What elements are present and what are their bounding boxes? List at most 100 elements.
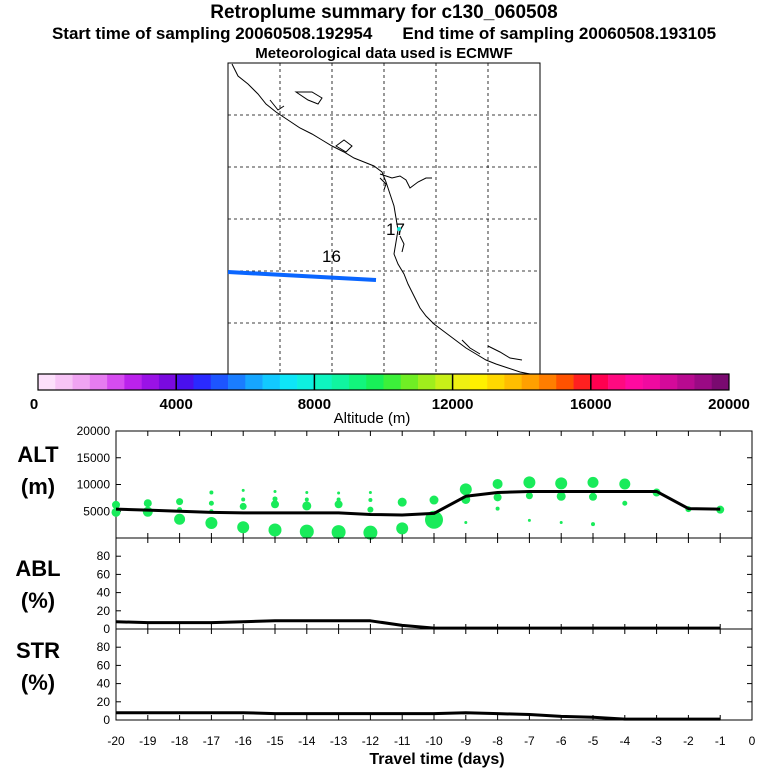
x-tick-label: -3 [651,734,662,748]
x-tick-label: -13 [330,734,348,748]
x-tick-label: -10 [425,734,443,748]
altitude-scatter-point [555,477,568,490]
altitude-scatter-point [556,491,566,501]
altitude-scatter-point [429,495,439,505]
x-axis-label: Travel time (days) [369,751,504,768]
y-tick-label-alt: 15000 [77,451,111,465]
colorbar-segment [469,374,488,390]
altitude-scatter-point [273,489,277,493]
colorbar-segment [124,374,142,390]
series-line-alt [115,489,721,517]
panel-ylabel-str: (%) [21,670,55,695]
altitude-scatter-point [589,492,597,501]
altitude-scatter-point [587,476,599,488]
panel-frame-abl [115,537,753,630]
end-time-label: End time of sampling 20060508.193105 [402,24,717,43]
altitude-scatter-point [241,497,246,502]
series-line-abl [115,619,721,630]
altitude-scatter-point [367,506,374,513]
colorbar-segment [38,374,56,390]
altitude-scatter-point [397,497,407,507]
colorbar-segment [418,374,436,390]
altitude-scatter-point [143,499,152,508]
colorbar-segment [487,374,505,390]
colorbar-segment [383,374,402,390]
y-tick-label-abl: 40 [97,586,111,600]
x-tick-label: 0 [749,734,756,748]
colorbar-tick-label: 0 [30,396,38,413]
x-tick-label: -4 [619,734,630,748]
x-tick-label: -18 [171,734,189,748]
altitude-scatter-point [464,520,468,524]
series-line-str [116,711,721,721]
map-label-16: 16 [322,247,341,266]
colorbar-title: Altitude (m) [334,410,411,427]
colorbar-segment [625,374,643,390]
y-tick-label-str: 0 [103,713,110,727]
altitude-scatter-point [425,510,443,529]
altitude-scatter-point [239,502,247,510]
colorbar-segment [521,374,540,390]
map-labels: 16 17 [322,220,405,266]
x-tick-label: -6 [556,734,567,748]
altitude-scatter-point [368,491,372,495]
colorbar-segment [210,374,229,390]
panel-ylabel-abl: (%) [21,588,55,613]
altitude-scatter-point [176,498,184,506]
altitude-scatter-point [622,500,628,506]
x-tick-label: -8 [492,734,503,748]
colorbar-segment [314,374,332,390]
altitude-scatter-point [396,522,409,535]
plume-track [227,270,377,282]
y-tick-label-alt: 5000 [83,504,110,518]
x-tick-label: -11 [394,734,411,748]
x-tick-label: -20 [107,734,125,748]
colorbar-tick-label: 16000 [570,396,612,413]
colorbar-segment [694,374,713,390]
y-tick-label-str: 20 [97,695,111,709]
map-panel: 16 17 [227,62,541,376]
colorbar-segment [590,374,609,390]
x-tick-label: -16 [235,734,253,748]
colorbar-segment [556,374,574,390]
altitude-scatter-point [174,513,186,525]
y-tick-label-abl: 80 [97,549,111,563]
y-tick-label-abl: 0 [103,622,110,636]
colorbar-segment [107,374,125,390]
altitude-scatter-point [493,493,502,502]
colorbar-segment [176,374,194,390]
colorbar-segment [348,374,367,390]
y-tick-label-alt: 10000 [77,478,111,492]
colorbar-segment [642,374,661,390]
altitude-scatter-point [331,525,346,540]
colorbar-tick-label: 4000 [160,396,193,413]
x-tick-label: -2 [683,734,694,748]
x-tick-label: -5 [588,734,599,748]
colorbar-segment [573,374,592,390]
colorbar-segment [435,374,453,390]
timeseries-plots: 5000 10000 15000 20000 ALT (m) 0 20 40 60 80 ABL (%)… [15,424,755,768]
altitude-scatter-point [208,500,214,506]
altitude-colorbar: 0 4000 8000 12000 16000 20000 [30,373,750,413]
y-tick-label-str: 80 [97,640,111,654]
altitude-scatter-point [619,478,631,490]
altitude-scatter-point [559,520,563,524]
colorbar-segment [158,374,177,390]
altitude-scatter-point [302,501,312,511]
altitude-scatter-point [304,497,309,502]
colorbar-segment [141,374,160,390]
start-time-label: Start time of sampling 20060508.192954 [51,24,373,43]
x-tick-label: -12 [362,734,380,748]
panel-ylabel-alt: ALT [17,442,59,467]
met-data-label: Meteorological data used is ECMWF [255,45,513,62]
panel-frame-str [115,628,753,721]
altitude-scatter-point [271,500,279,509]
colorbar-segment [711,374,730,390]
colorbar-segment [193,374,212,390]
altitude-scatter-point [459,483,472,496]
panel-ylabel-str: STR [16,638,60,663]
map-label-17: 17 [386,220,405,239]
colorbar-segment [297,374,315,390]
colorbar-segment [608,374,626,390]
